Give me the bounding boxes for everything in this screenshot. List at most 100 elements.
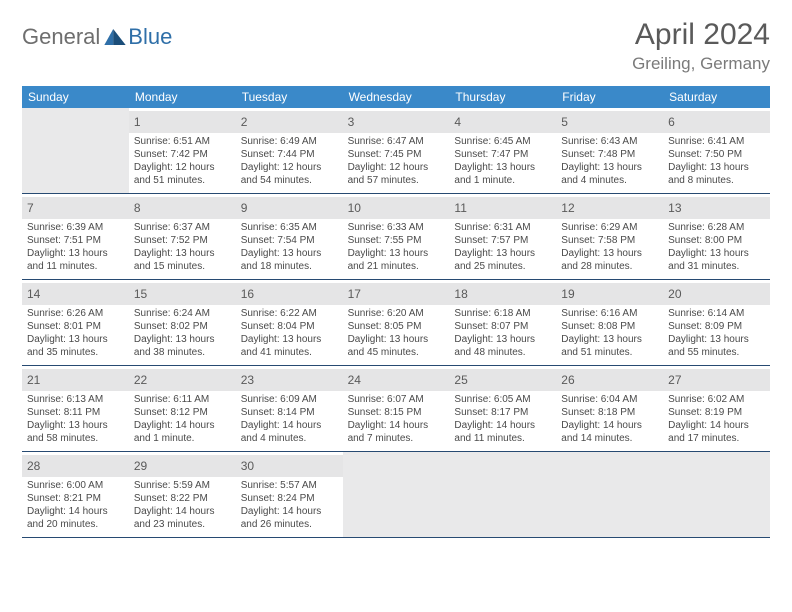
day-number: 25 [454, 373, 467, 387]
day-number: 20 [668, 287, 681, 301]
day-number-row [663, 455, 770, 459]
sunset-text: Sunset: 8:21 PM [27, 492, 124, 505]
sunrise-text: Sunrise: 6:39 AM [27, 221, 124, 234]
weeks-container: 1Sunrise: 6:51 AMSunset: 7:42 PMDaylight… [22, 108, 770, 538]
daylight-text: Daylight: 13 hours and 4 minutes. [561, 161, 658, 187]
day-info: Sunrise: 6:33 AMSunset: 7:55 PMDaylight:… [348, 221, 445, 273]
sunrise-text: Sunrise: 6:09 AM [241, 393, 338, 406]
sunset-text: Sunset: 7:47 PM [454, 148, 551, 161]
day-header: Friday [556, 86, 663, 108]
day-header: Monday [129, 86, 236, 108]
empty-cell [556, 452, 663, 537]
day-number-row: 20 [663, 283, 770, 305]
day-info: Sunrise: 6:00 AMSunset: 8:21 PMDaylight:… [27, 479, 124, 531]
day-info: Sunrise: 5:57 AMSunset: 8:24 PMDaylight:… [241, 479, 338, 531]
sunrise-text: Sunrise: 5:57 AM [241, 479, 338, 492]
day-number-row: 15 [129, 283, 236, 305]
day-info: Sunrise: 6:37 AMSunset: 7:52 PMDaylight:… [134, 221, 231, 273]
day-cell: 21Sunrise: 6:13 AMSunset: 8:11 PMDayligh… [22, 366, 129, 451]
day-cell: 29Sunrise: 5:59 AMSunset: 8:22 PMDayligh… [129, 452, 236, 537]
day-number: 18 [454, 287, 467, 301]
sunrise-text: Sunrise: 6:41 AM [668, 135, 765, 148]
sunrise-text: Sunrise: 6:49 AM [241, 135, 338, 148]
brand-part1: General [22, 24, 100, 50]
sunrise-text: Sunrise: 6:00 AM [27, 479, 124, 492]
sunrise-text: Sunrise: 6:07 AM [348, 393, 445, 406]
day-number-row: 24 [343, 369, 450, 391]
day-number-row: 21 [22, 369, 129, 391]
day-cell: 28 Sunrise: 6:00 AMSunset: 8:21 PMDayligh… [22, 452, 129, 537]
day-number-row: 26 [556, 369, 663, 391]
day-info: Sunrise: 5:59 AMSunset: 8:22 PMDaylight:… [134, 479, 231, 531]
day-info: Sunrise: 6:47 AMSunset: 7:45 PMDaylight:… [348, 135, 445, 187]
sunrise-text: Sunrise: 6:11 AM [134, 393, 231, 406]
daylight-text: Daylight: 13 hours and 51 minutes. [561, 333, 658, 359]
sunset-text: Sunset: 7:50 PM [668, 148, 765, 161]
day-number-row: 3 [343, 111, 450, 133]
sunset-text: Sunset: 7:58 PM [561, 234, 658, 247]
day-cell: 5Sunrise: 6:43 AMSunset: 7:48 PMDaylight… [556, 108, 663, 193]
week-row: 7Sunrise: 6:39 AMSunset: 7:51 PMDaylight… [22, 194, 770, 280]
day-number: 27 [668, 373, 681, 387]
day-number-row: 18 [449, 283, 556, 305]
sunrise-text: Sunrise: 6:43 AM [561, 135, 658, 148]
daylight-text: Daylight: 13 hours and 8 minutes. [668, 161, 765, 187]
sunset-text: Sunset: 7:42 PM [134, 148, 231, 161]
day-number: 22 [134, 373, 147, 387]
sunset-text: Sunset: 7:48 PM [561, 148, 658, 161]
day-number: 8 [134, 201, 141, 215]
calendar-page: General Blue April 2024 Greiling, German… [0, 0, 792, 556]
day-info: Sunrise: 6:28 AMSunset: 8:00 PMDaylight:… [668, 221, 765, 273]
day-header: Tuesday [236, 86, 343, 108]
daylight-text: Daylight: 13 hours and 25 minutes. [454, 247, 551, 273]
daylight-text: Daylight: 12 hours and 54 minutes. [241, 161, 338, 187]
sunset-text: Sunset: 8:00 PM [668, 234, 765, 247]
day-number-row: 8 [129, 197, 236, 219]
daylight-text: Daylight: 13 hours and 48 minutes. [454, 333, 551, 359]
sunset-text: Sunset: 8:19 PM [668, 406, 765, 419]
day-number: 28 [27, 459, 40, 473]
month-title: April 2024 [632, 18, 770, 52]
day-cell: 2Sunrise: 6:49 AMSunset: 7:44 PMDaylight… [236, 108, 343, 193]
brand-mark-icon [104, 29, 126, 45]
daylight-text: Daylight: 14 hours and 17 minutes. [668, 419, 765, 445]
sunrise-text: Sunrise: 6:18 AM [454, 307, 551, 320]
day-number: 13 [668, 201, 681, 215]
daylight-text: Daylight: 14 hours and 7 minutes. [348, 419, 445, 445]
day-number: 19 [561, 287, 574, 301]
day-cell: 8 Sunrise: 6:37 AMSunset: 7:52 PMDaylight… [129, 194, 236, 279]
day-number-row: 4 [449, 111, 556, 133]
day-cell: 19Sunrise: 6:16 AMSunset: 8:08 PMDayligh… [556, 280, 663, 365]
sunrise-text: Sunrise: 6:04 AM [561, 393, 658, 406]
day-number: 1 [134, 115, 141, 129]
day-info: Sunrise: 6:35 AMSunset: 7:54 PMDaylight:… [241, 221, 338, 273]
page-header: General Blue April 2024 Greiling, German… [22, 18, 770, 74]
day-number: 23 [241, 373, 254, 387]
brand-logo: General Blue [22, 18, 172, 50]
day-header: Thursday [449, 86, 556, 108]
sunset-text: Sunset: 7:45 PM [348, 148, 445, 161]
sunrise-text: Sunrise: 6:45 AM [454, 135, 551, 148]
day-number-row: 27 [663, 369, 770, 391]
day-cell: 24Sunrise: 6:07 AMSunset: 8:15 PMDayligh… [343, 366, 450, 451]
empty-cell [22, 108, 129, 193]
day-number-row: 29 [129, 455, 236, 477]
day-info: Sunrise: 6:29 AMSunset: 7:58 PMDaylight:… [561, 221, 658, 273]
daylight-text: Daylight: 14 hours and 20 minutes. [27, 505, 124, 531]
sunset-text: Sunset: 8:11 PM [27, 406, 124, 419]
day-number: 3 [348, 115, 355, 129]
sunset-text: Sunset: 8:18 PM [561, 406, 658, 419]
day-number-row: 9 [236, 197, 343, 219]
sunset-text: Sunset: 7:44 PM [241, 148, 338, 161]
sunset-text: Sunset: 8:04 PM [241, 320, 338, 333]
daylight-text: Daylight: 13 hours and 45 minutes. [348, 333, 445, 359]
day-number-row: 22 [129, 369, 236, 391]
week-row: 28 Sunrise: 6:00 AMSunset: 8:21 PMDayligh… [22, 452, 770, 538]
day-number: 10 [348, 201, 361, 215]
sunset-text: Sunset: 8:12 PM [134, 406, 231, 419]
day-info: Sunrise: 6:26 AMSunset: 8:01 PMDaylight:… [27, 307, 124, 359]
day-cell: 1Sunrise: 6:51 AMSunset: 7:42 PMDaylight… [129, 108, 236, 193]
day-number: 15 [134, 287, 147, 301]
day-number: 26 [561, 373, 574, 387]
sunset-text: Sunset: 7:57 PM [454, 234, 551, 247]
